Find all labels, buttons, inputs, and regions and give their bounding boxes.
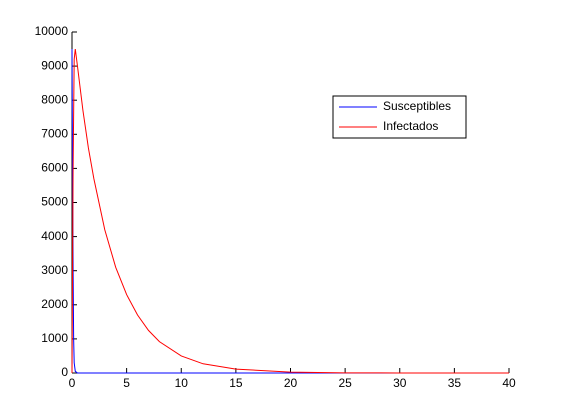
y-tick-label: 4000: [41, 229, 68, 243]
y-tick-label: 7000: [41, 126, 68, 140]
x-tick-label: 5: [123, 376, 130, 390]
legend-box: [332, 95, 467, 139]
y-tick-label: 5000: [41, 195, 68, 209]
y-tick-label: 1000: [41, 331, 68, 345]
x-tick-label: 35: [448, 376, 462, 390]
line: [71, 48, 510, 374]
legend-label: Susceptibles: [383, 99, 451, 113]
x-tick-label: 20: [284, 376, 298, 390]
y-tick-label: 9000: [41, 58, 68, 72]
y-tick-label: 3000: [41, 263, 68, 277]
y-tick-label: 2000: [41, 297, 68, 311]
y-tick-label: 8000: [41, 92, 68, 106]
y-tick-label: 6000: [41, 161, 68, 175]
x-tick-label: 40: [502, 376, 516, 390]
x-tick-label: 0: [69, 376, 76, 390]
x-tick-label: 15: [229, 376, 243, 390]
y-tick-label: 10000: [35, 24, 69, 38]
legend-label: Infectados: [383, 119, 438, 133]
y-tick-label: 0: [61, 365, 68, 379]
x-tick-label: 25: [338, 376, 352, 390]
x-tick-label: 30: [393, 376, 407, 390]
x-tick-label: 10: [175, 376, 189, 390]
